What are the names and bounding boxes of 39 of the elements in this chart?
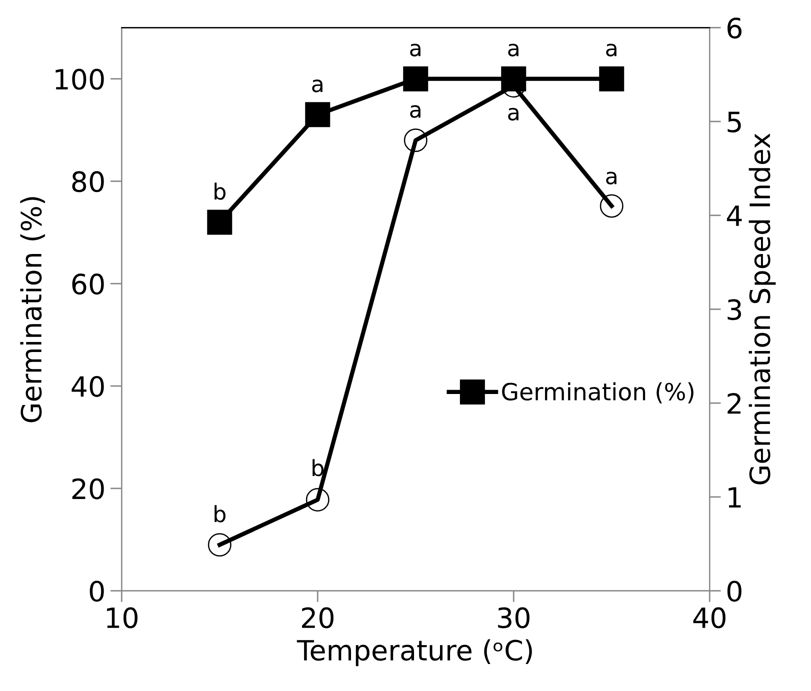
point: [599, 66, 624, 92]
y-tick-label: 0: [90, 580, 104, 602]
y2-tick-label: 1: [728, 487, 741, 508]
annotation: b: [214, 505, 226, 522]
point: [403, 66, 428, 92]
annotation: a: [312, 80, 322, 92]
y-tick-label: 80: [72, 171, 104, 192]
annotation: a: [606, 172, 616, 184]
y2-tick-label: 6: [728, 18, 742, 39]
y2-tick-label: 5: [728, 112, 741, 132]
annotation: a: [410, 105, 420, 118]
point: [305, 102, 330, 128]
x-axis-title: Temperature (ᵒC): [296, 639, 532, 666]
legend-label: Germination (%): [502, 382, 694, 404]
y2-axis-title: Germination Speed Index: [748, 133, 776, 484]
annotation: a: [410, 44, 420, 56]
x-tick-label: 10: [107, 607, 138, 628]
point: [208, 533, 232, 557]
x-tick-label: 20: [302, 607, 334, 628]
annotation: a: [606, 44, 616, 56]
x-tick-label: 30: [498, 607, 530, 628]
point: [306, 488, 330, 512]
y2-tick-label: 4: [726, 206, 742, 226]
y2-tick-label: 3: [728, 299, 742, 320]
y-axis-title: Germination (%): [20, 197, 45, 422]
x-tick-label: 40: [693, 607, 726, 628]
y-tick-label: 60: [72, 274, 104, 295]
annotation: b: [214, 182, 226, 200]
y2-tick-label: 2: [728, 393, 740, 414]
y2-tick-label: 0: [727, 580, 742, 602]
annotation: a: [508, 108, 518, 121]
y-tick-label: 40: [72, 376, 104, 397]
annotation: a: [508, 44, 518, 56]
point: [404, 128, 428, 152]
point: [600, 194, 624, 218]
point: [207, 210, 232, 235]
y-tick-label: 20: [72, 478, 104, 500]
annotation: b: [312, 459, 324, 476]
y-tick-label: 100: [56, 68, 104, 90]
